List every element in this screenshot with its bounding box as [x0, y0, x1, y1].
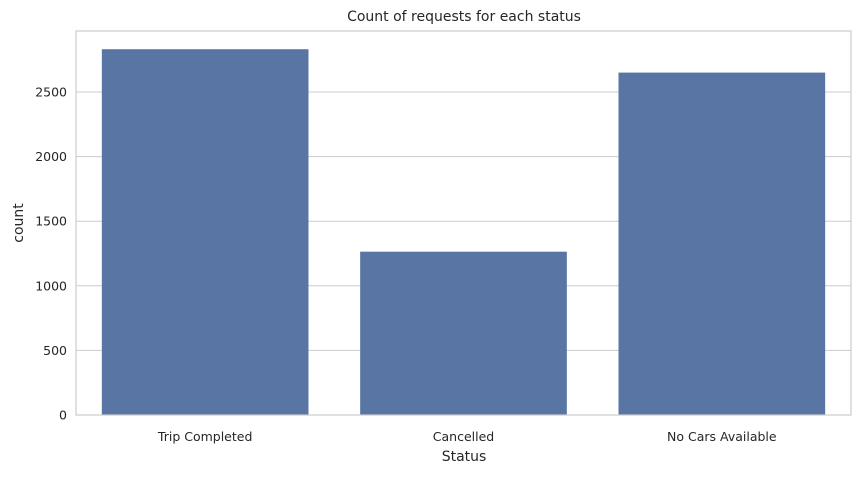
y-tick-label: 500 — [43, 343, 67, 358]
bars — [101, 49, 826, 415]
x-axis-label: Status — [442, 449, 487, 465]
y-tick-label: 2000 — [35, 149, 67, 164]
bar-cancelled — [360, 251, 567, 415]
y-tick-label: 0 — [59, 408, 67, 423]
y-axis-label: count — [11, 203, 27, 243]
bar-no-cars-available — [618, 72, 826, 415]
axes-frame — [75, 30, 852, 416]
y-axis-ticks: 0 500 1000 1500 2000 2500 — [35, 84, 67, 422]
bar-trip-completed — [101, 49, 309, 415]
y-tick-label: 1500 — [35, 214, 67, 229]
plot-frame — [75, 30, 852, 416]
y-tick-label: 2500 — [35, 84, 67, 99]
y-tick-label: 1000 — [35, 278, 67, 293]
x-tick-label: Cancelled — [433, 429, 494, 444]
x-axis-ticks: Trip Completed Cancelled No Cars Available — [157, 429, 777, 444]
chart-title: Count of requests for each status — [347, 9, 581, 25]
x-tick-label: No Cars Available — [667, 429, 777, 444]
x-tick-label: Trip Completed — [157, 429, 253, 444]
